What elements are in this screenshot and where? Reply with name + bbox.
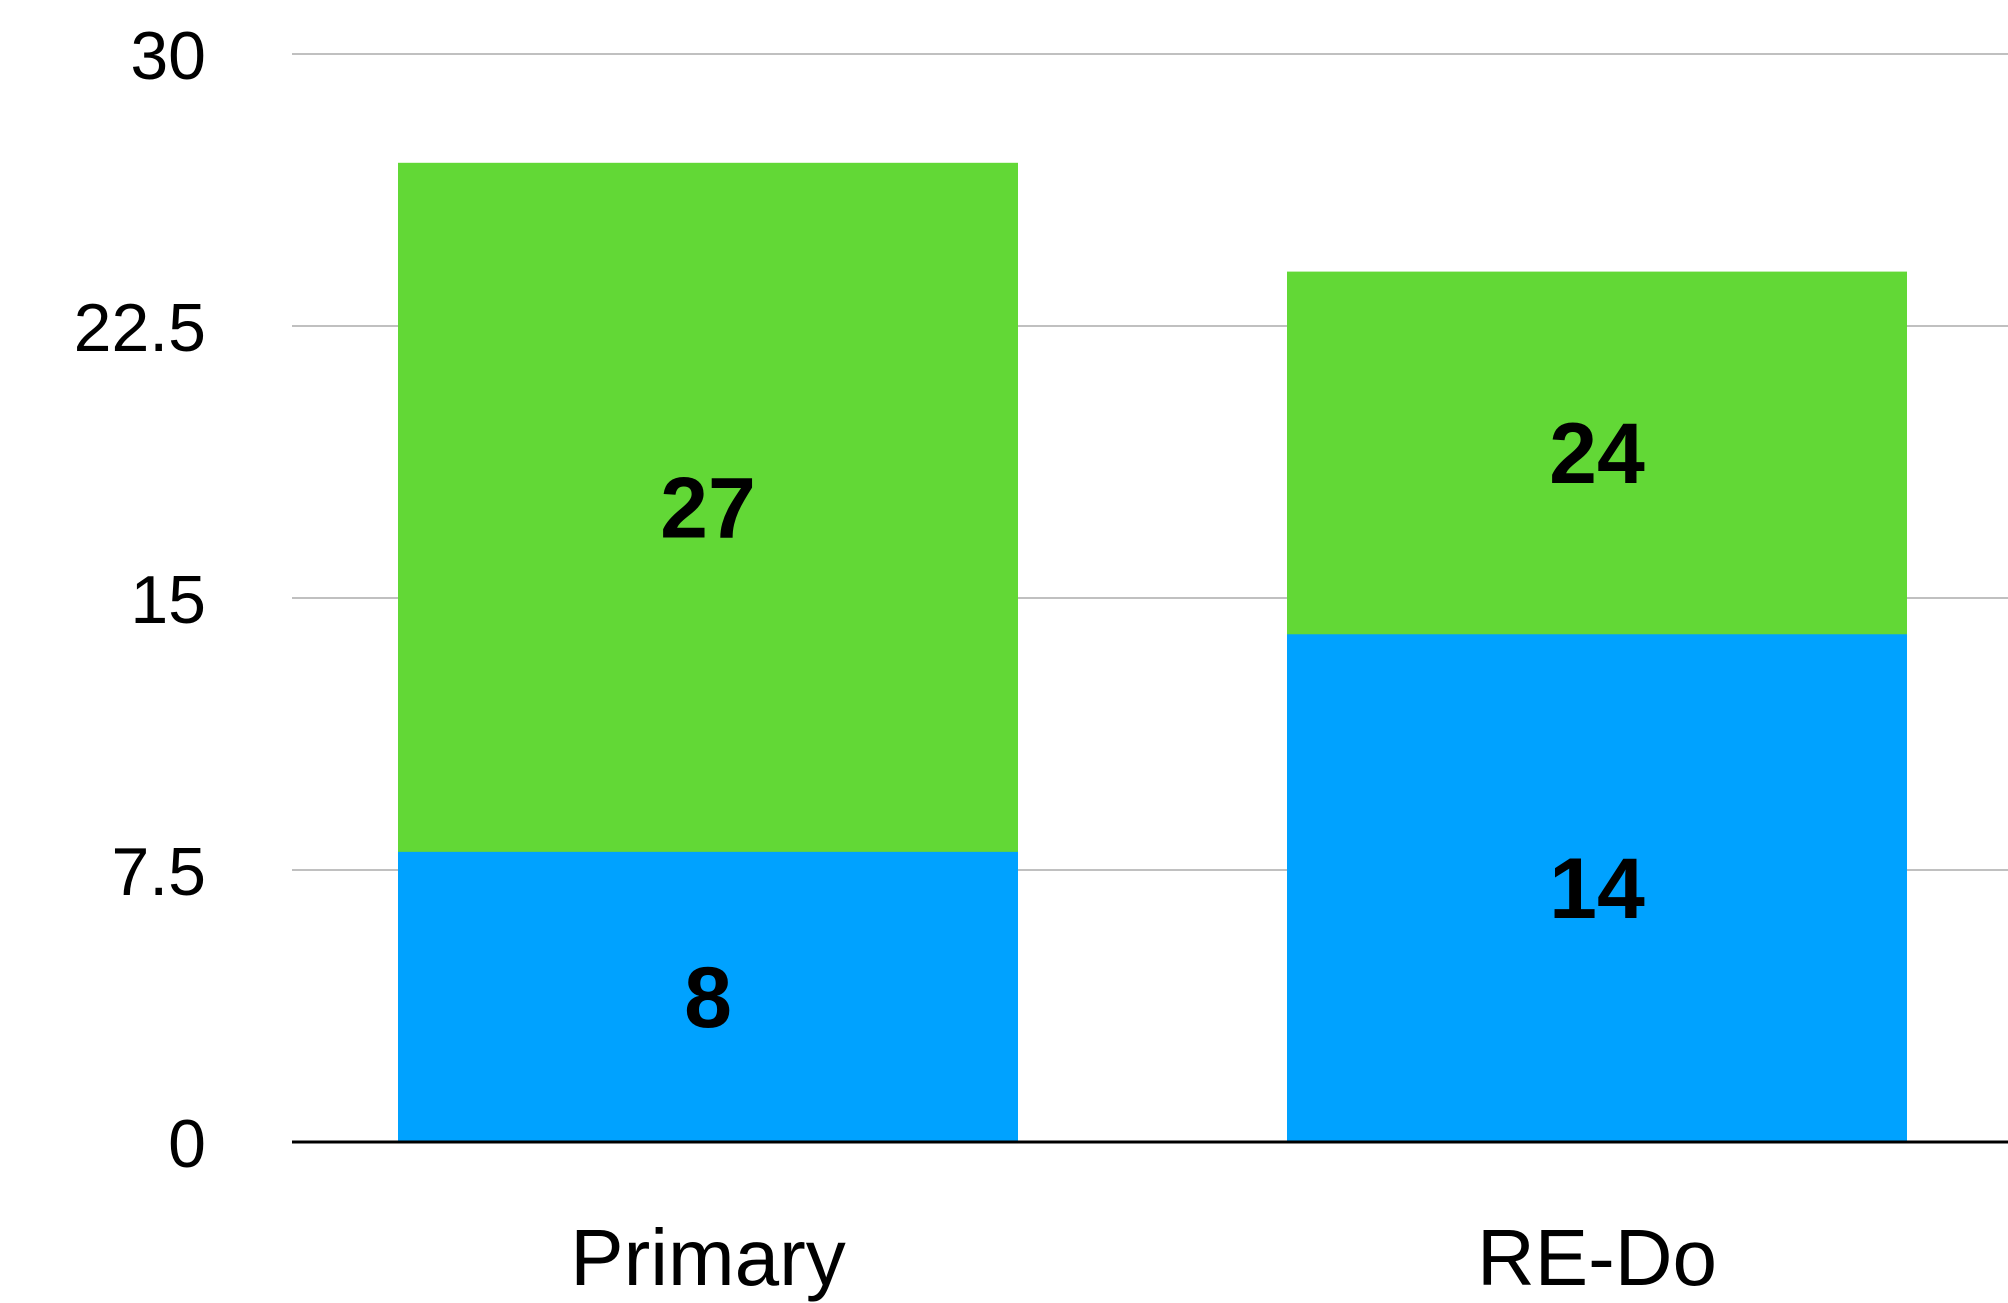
data-labels: 27 24 8 14 (660, 406, 1645, 1046)
x-category-label: Primary (570, 1213, 846, 1302)
x-category-label: RE-Do (1477, 1213, 1717, 1302)
data-label: 14 (1549, 841, 1645, 937)
y-tick-label: 15 (130, 562, 206, 638)
x-axis-category-labels: Primary RE-Do (570, 1213, 1717, 1302)
bar-re-do-series-2 (1287, 634, 1907, 1142)
data-label: 8 (684, 950, 732, 1046)
y-tick-label: 22.5 (74, 290, 206, 366)
y-axis-tick-labels: 0 7.5 15 22.5 30 (74, 18, 206, 1182)
data-label: 24 (1549, 406, 1645, 502)
y-tick-label: 7.5 (111, 834, 206, 910)
bars (398, 162, 1907, 1143)
bar-primary-series-2 (398, 851, 1018, 1142)
data-label: 27 (660, 460, 756, 556)
y-tick-label: 0 (168, 1106, 206, 1182)
y-tick-label: 30 (130, 18, 206, 94)
